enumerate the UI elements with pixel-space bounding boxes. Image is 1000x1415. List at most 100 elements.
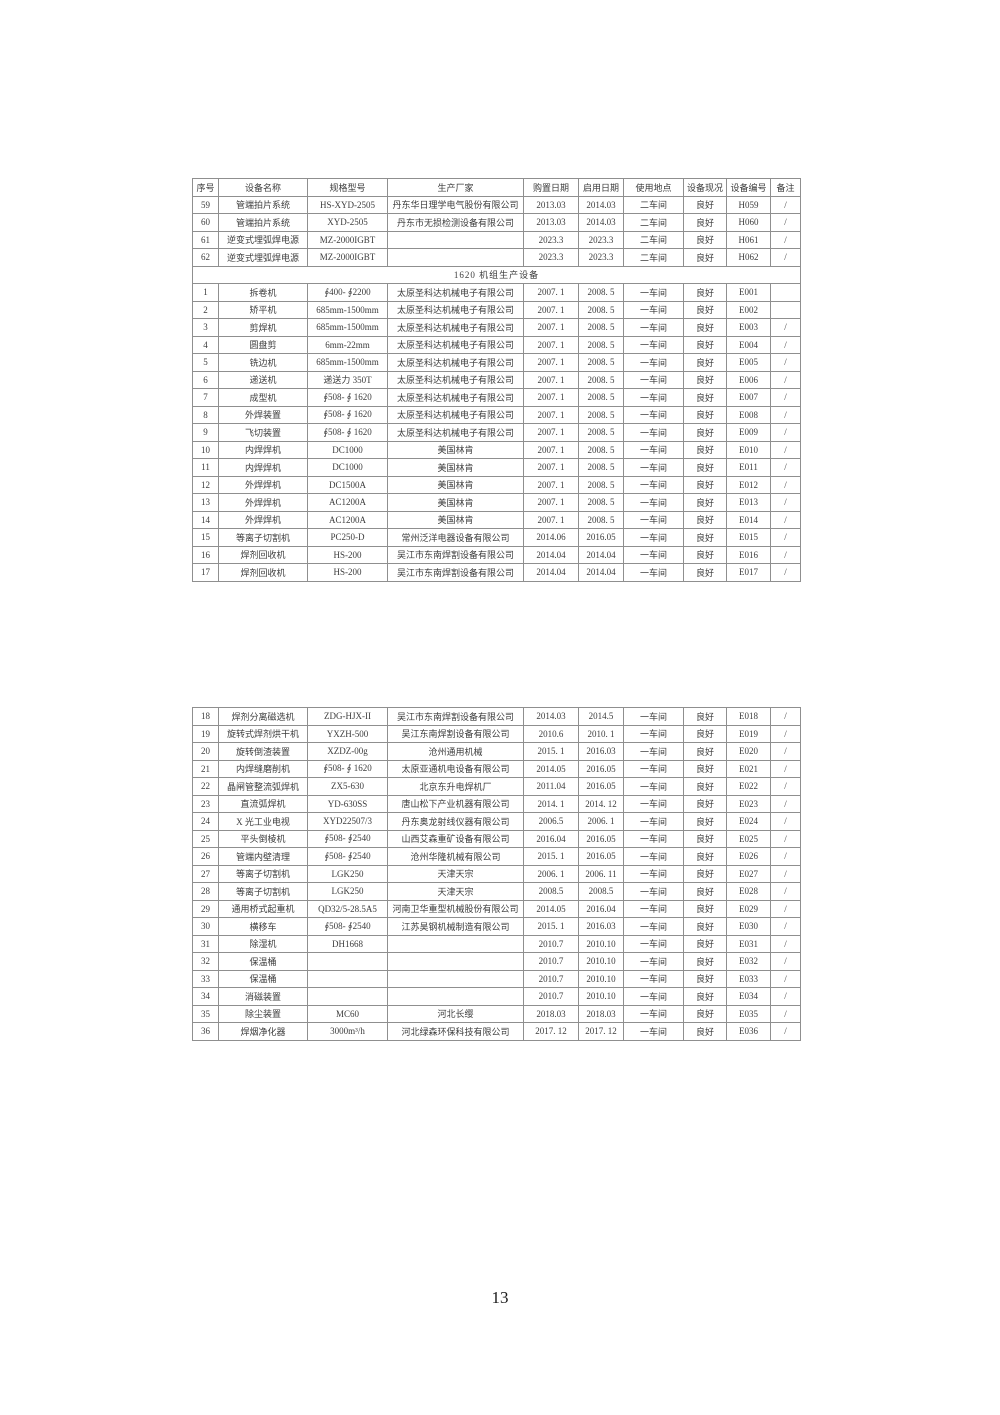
table-cell: 2008. 5 [578,440,624,459]
table-cell: 良好 [683,248,727,267]
table-cell: ZX5-630 [307,777,388,796]
table-cell: 内焊缝磨削机 [218,759,308,778]
table-cell: 二车间 [623,195,684,214]
table-cell: / [770,405,801,424]
table-cell: 良好 [683,493,727,512]
table-cell: 一车间 [623,847,684,866]
table-cell: 河北绿森环保科技有限公司 [387,1022,524,1041]
table-cell: 一车间 [623,899,684,918]
table-cell: 2007. 1 [523,440,579,459]
table-cell: AC1200A [307,493,388,512]
table-cell: 太原圣科达机械电子有限公司 [387,353,524,372]
table-cell: 16 [192,545,219,564]
table-cell: 良好 [683,370,727,389]
table-cell: E036 [726,1022,771,1041]
table-cell: 保温桶 [218,969,308,988]
table-cell: AC1200A [307,510,388,529]
table-cell: 管端拍片系统 [218,195,308,214]
table-cell: E023 [726,794,771,813]
table-cell: / [770,1022,801,1041]
table-section-row: 1620 机组生产设备 [192,265,801,284]
table-row: 8 外焊装置 ∮508- ∮ 1620 太原圣科达机械电子有限公司 2007. 1 200… [192,405,801,424]
table-cell: E032 [726,952,771,971]
table-cell: 7 [192,388,219,407]
table-cell: 拆卷机 [218,283,308,302]
table-cell: 一车间 [623,759,684,778]
column-header: 备注 [770,178,801,197]
table-cell: / [770,493,801,512]
table-cell: 24 [192,812,219,831]
table-cell: / [770,777,801,796]
table-cell: 一车间 [623,707,684,726]
table-cell: 一车间 [623,882,684,901]
table-row: 1 拆卷机 ∮400- ∮2200 太原圣科达机械电子有限公司 2007. 1 2008.… [192,283,801,302]
table-cell: 焊剂分离磁选机 [218,707,308,726]
table-cell: 2016.05 [578,759,624,778]
table-cell: 12 [192,475,219,494]
column-header: 生产厂家 [387,178,524,197]
table-cell: 良好 [683,195,727,214]
equipment-table-upper: 59 管端拍片系统 HS-XYD-2505 丹东华日理学电气股份有限公司 2013.03… [192,178,801,582]
header-row: 序号 设备名称 规格型号 生产厂家 购置日期 启用日期 使用地点 设备现况 设备编号 备注 [192,178,801,197]
table-cell: 2023.3 [523,230,579,249]
table-cell: E016 [726,545,771,564]
table-row: 9 飞切装置 ∮508- ∮ 1620 太原圣科达机械电子有限公司 2007. 1 200… [192,423,801,442]
table-cell: E009 [726,423,771,442]
table-cell: 685mm-1500mm [307,353,388,372]
table-cell: 除湿机 [218,934,308,953]
table-cell: 2010.7 [523,934,579,953]
table-cell: 一车间 [623,545,684,564]
table-cell: 685mm-1500mm [307,318,388,337]
table-cell: HS-200 [307,545,388,564]
table-row: 13 外焊焊机 AC1200A 美国林肯 2007. 1 2008. 5 一车间 良好 E013… [192,493,801,512]
table-cell: 太原亚通机电设备有限公司 [387,759,524,778]
table-cell: 一车间 [623,475,684,494]
table-cell: / [770,742,801,761]
table-cell: 晶闸管整流弧焊机 [218,777,308,796]
table-cell: 一车间 [623,864,684,883]
table-row: 59 管端拍片系统 HS-XYD-2505 丹东华日理学电气股份有限公司 2013.03… [192,195,801,214]
table-cell: 32 [192,952,219,971]
table-row: 20 旋转倒渣装置 XZDZ-00g 沧州通用机械 2015. 1 2016.03 一车间良… [192,742,801,761]
table-cell: 良好 [683,847,727,866]
table-cell: 2015. 1 [523,742,579,761]
table-cell: / [770,969,801,988]
table-cell: 2010.7 [523,969,579,988]
table-cell: 良好 [683,829,727,848]
table-cell [387,934,524,953]
table-cell: 2014.04 [578,545,624,564]
table-cell: 二车间 [623,230,684,249]
table-cell: E031 [726,934,771,953]
table-cell [387,230,524,249]
table-cell: 剪焊机 [218,318,308,337]
table-cell: 太原圣科达机械电子有限公司 [387,370,524,389]
table-cell: 2006. 1 [523,864,579,883]
table-row: 34 消磁装置 2010.7 2010.10 一车间 良好 E034/ [192,987,801,1006]
table-cell: E013 [726,493,771,512]
table-cell: 等离子切割机 [218,528,308,547]
table-cell: 沧州华隆机械有限公司 [387,847,524,866]
table-cell: / [770,794,801,813]
table-cell: 旋转倒渣装置 [218,742,308,761]
table-cell: 太原圣科达机械电子有限公司 [387,335,524,354]
table-row: 35 除尘装置 MC60 河北长缨 2018.03 2018.03 一车间 良好 E035/ [192,1004,801,1023]
table-cell: 良好 [683,864,727,883]
table-cell: ∮508- ∮ 1620 [307,388,388,407]
table-cell: 2016.03 [578,742,624,761]
table-cell: 太原圣科达机械电子有限公司 [387,388,524,407]
table-cell: E024 [726,812,771,831]
table-cell: 2013.03 [523,195,579,214]
table-cell: 良好 [683,724,727,743]
table-cell: 河南卫华重型机械股份有限公司 [387,899,524,918]
table-cell: 良好 [683,1022,727,1041]
table-cell: / [770,987,801,1006]
table-cell: E003 [726,318,771,337]
table-cell: MZ-2000IGBT [307,230,388,249]
table-row: 19 旋转式焊剂烘干机 YXZH-500 吴江东南焊割设备有限公司 2010.6 2010… [192,724,801,743]
table-cell: 圆盘剪 [218,335,308,354]
table-cell: 美国林肯 [387,493,524,512]
table-cell: 2007. 1 [523,458,579,477]
table-cell: 2011.04 [523,777,579,796]
column-header: 设备现况 [683,178,727,197]
